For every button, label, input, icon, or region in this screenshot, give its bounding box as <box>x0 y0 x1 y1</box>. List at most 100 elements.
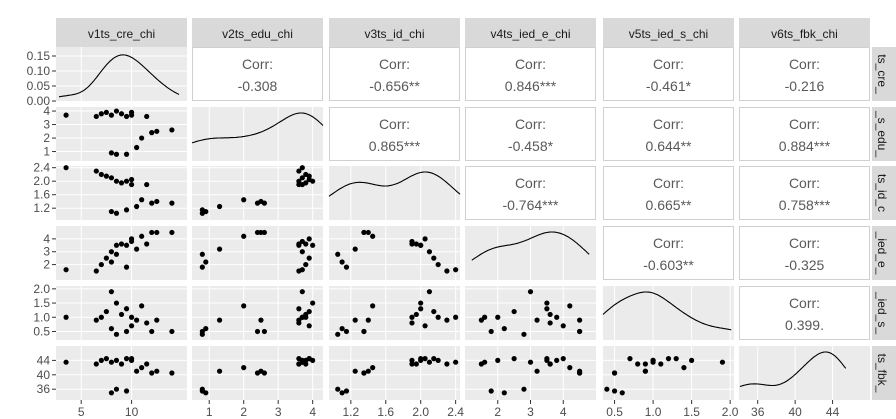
row-strip-label: ts_cre_ <box>875 54 889 94</box>
corr-label: Corr: <box>653 235 684 251</box>
data-point <box>98 261 104 268</box>
data-point <box>149 200 155 206</box>
data-point <box>103 308 109 315</box>
y-tick-label: 3 <box>43 245 50 259</box>
x-tick-label: 4 <box>309 405 316 419</box>
y-tick-label: 2.0 <box>33 174 50 188</box>
row-strip-label: _ied_e_ <box>875 231 889 275</box>
data-point <box>544 356 550 362</box>
data-point <box>547 361 553 367</box>
data-point <box>426 359 433 365</box>
data-point <box>306 236 312 242</box>
data-point <box>426 249 433 255</box>
data-point <box>123 264 130 270</box>
corr-value: -0.325 <box>785 257 825 273</box>
data-point <box>435 261 441 268</box>
data-point <box>241 303 247 309</box>
data-point <box>134 246 140 252</box>
data-point <box>306 176 312 183</box>
data-point <box>128 181 135 188</box>
x-tick-label: 3 <box>275 405 282 419</box>
panel-background <box>603 346 734 400</box>
data-point <box>123 207 130 213</box>
corr-value: 0.846*** <box>505 78 557 94</box>
data-point <box>495 357 501 363</box>
data-point <box>422 356 428 362</box>
data-point <box>560 323 566 329</box>
data-point <box>409 320 415 326</box>
data-point <box>365 368 371 374</box>
data-point <box>303 361 309 367</box>
y-tick-label: 40 <box>37 368 51 382</box>
data-point <box>650 357 656 363</box>
data-point <box>495 314 501 320</box>
data-point <box>149 328 155 335</box>
corr-panel-frame <box>603 226 734 280</box>
row-strip <box>872 346 896 400</box>
y-tick-label: 4 <box>43 232 50 246</box>
corr-label: Corr: <box>515 56 546 72</box>
data-point <box>547 320 553 326</box>
data-point <box>261 370 267 376</box>
y-tick-label: 0.05 <box>27 79 51 93</box>
data-point <box>361 328 367 335</box>
data-point <box>501 390 507 396</box>
data-point <box>98 171 104 178</box>
corr-panel-frame <box>739 286 870 340</box>
panel-background <box>56 226 187 280</box>
y-tick-label: 2 <box>43 258 50 272</box>
data-point <box>113 210 120 216</box>
density-curve <box>471 231 590 261</box>
data-point <box>444 361 450 367</box>
data-point <box>604 386 610 392</box>
corr-panel-frame <box>739 226 870 280</box>
x-tick-label: 1.2 <box>342 405 359 419</box>
data-point <box>335 331 341 337</box>
x-tick-label: 1.0 <box>645 405 662 419</box>
corr-label: Corr: <box>653 56 684 72</box>
corr-label: Corr: <box>379 56 410 72</box>
data-point <box>113 300 120 306</box>
density-curve <box>602 291 732 331</box>
corr-label: Corr: <box>515 116 546 132</box>
row-strip <box>872 286 896 340</box>
data-point <box>365 317 371 323</box>
data-point <box>418 300 424 306</box>
column-strip <box>56 18 187 48</box>
corr-panel-frame <box>603 47 734 101</box>
data-point <box>203 259 209 265</box>
data-point <box>444 268 450 274</box>
data-point <box>108 289 115 295</box>
data-point <box>113 386 120 392</box>
data-point <box>128 109 135 115</box>
data-point <box>203 326 209 332</box>
data-point <box>642 361 648 367</box>
data-point <box>335 251 341 257</box>
x-tick-label: 4 <box>560 405 567 419</box>
data-point <box>118 241 125 247</box>
y-tick-label: 36 <box>37 382 51 396</box>
data-point <box>527 289 534 295</box>
data-point <box>527 359 534 365</box>
column-strip <box>192 18 323 48</box>
corr-value: -0.461* <box>646 78 692 94</box>
data-point <box>108 208 115 215</box>
data-point <box>113 331 120 337</box>
data-point <box>254 328 261 335</box>
data-point <box>128 236 135 242</box>
data-point <box>103 109 109 115</box>
y-tick-label: 1.5 <box>33 296 50 310</box>
data-point <box>113 108 120 114</box>
data-point <box>113 178 120 184</box>
data-point <box>149 130 155 136</box>
data-point <box>431 308 437 315</box>
data-point <box>113 357 120 363</box>
corr-panel-frame <box>739 47 870 101</box>
data-point <box>199 251 205 257</box>
corr-label: Corr: <box>515 175 546 191</box>
data-point <box>453 267 459 273</box>
corr-label: Corr: <box>789 116 820 132</box>
data-point <box>567 303 573 309</box>
corr-panel-frame <box>739 107 870 161</box>
